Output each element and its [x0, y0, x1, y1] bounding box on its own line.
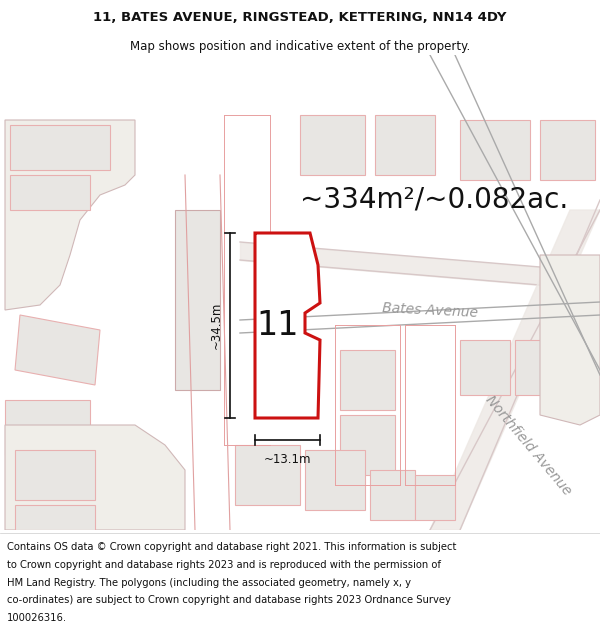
Polygon shape: [255, 233, 320, 418]
Text: Contains OS data © Crown copyright and database right 2021. This information is : Contains OS data © Crown copyright and d…: [7, 542, 457, 552]
Polygon shape: [15, 450, 95, 500]
Polygon shape: [540, 120, 595, 180]
Polygon shape: [10, 175, 90, 210]
Polygon shape: [235, 445, 300, 505]
Polygon shape: [460, 340, 510, 395]
Text: ~34.5m: ~34.5m: [209, 302, 223, 349]
Polygon shape: [10, 125, 110, 170]
Polygon shape: [15, 315, 100, 385]
Text: 11: 11: [257, 309, 299, 342]
Polygon shape: [15, 505, 95, 530]
Text: 100026316.: 100026316.: [7, 612, 67, 622]
Polygon shape: [340, 415, 395, 475]
Polygon shape: [430, 210, 600, 530]
Text: Bates Avenue: Bates Avenue: [382, 301, 478, 321]
Text: 11, BATES AVENUE, RINGSTEAD, KETTERING, NN14 4DY: 11, BATES AVENUE, RINGSTEAD, KETTERING, …: [93, 11, 507, 24]
Polygon shape: [540, 255, 600, 425]
Polygon shape: [175, 210, 220, 390]
Text: ~334m²/~0.082ac.: ~334m²/~0.082ac.: [300, 186, 568, 214]
Polygon shape: [305, 450, 365, 510]
Polygon shape: [5, 400, 90, 455]
Polygon shape: [460, 120, 530, 180]
Text: HM Land Registry. The polygons (including the associated geometry, namely x, y: HM Land Registry. The polygons (includin…: [7, 578, 411, 587]
Text: co-ordinates) are subject to Crown copyright and database rights 2023 Ordnance S: co-ordinates) are subject to Crown copyr…: [7, 595, 451, 605]
Polygon shape: [340, 350, 395, 410]
Polygon shape: [370, 470, 415, 520]
Polygon shape: [5, 425, 185, 530]
Text: ~13.1m: ~13.1m: [264, 453, 311, 466]
Polygon shape: [375, 115, 435, 175]
Text: Northfield Avenue: Northfield Avenue: [482, 392, 574, 498]
Text: Map shows position and indicative extent of the property.: Map shows position and indicative extent…: [130, 39, 470, 52]
Polygon shape: [415, 475, 455, 520]
Polygon shape: [300, 115, 365, 175]
Text: to Crown copyright and database rights 2023 and is reproduced with the permissio: to Crown copyright and database rights 2…: [7, 560, 441, 570]
Polygon shape: [5, 120, 135, 310]
Polygon shape: [515, 340, 565, 395]
